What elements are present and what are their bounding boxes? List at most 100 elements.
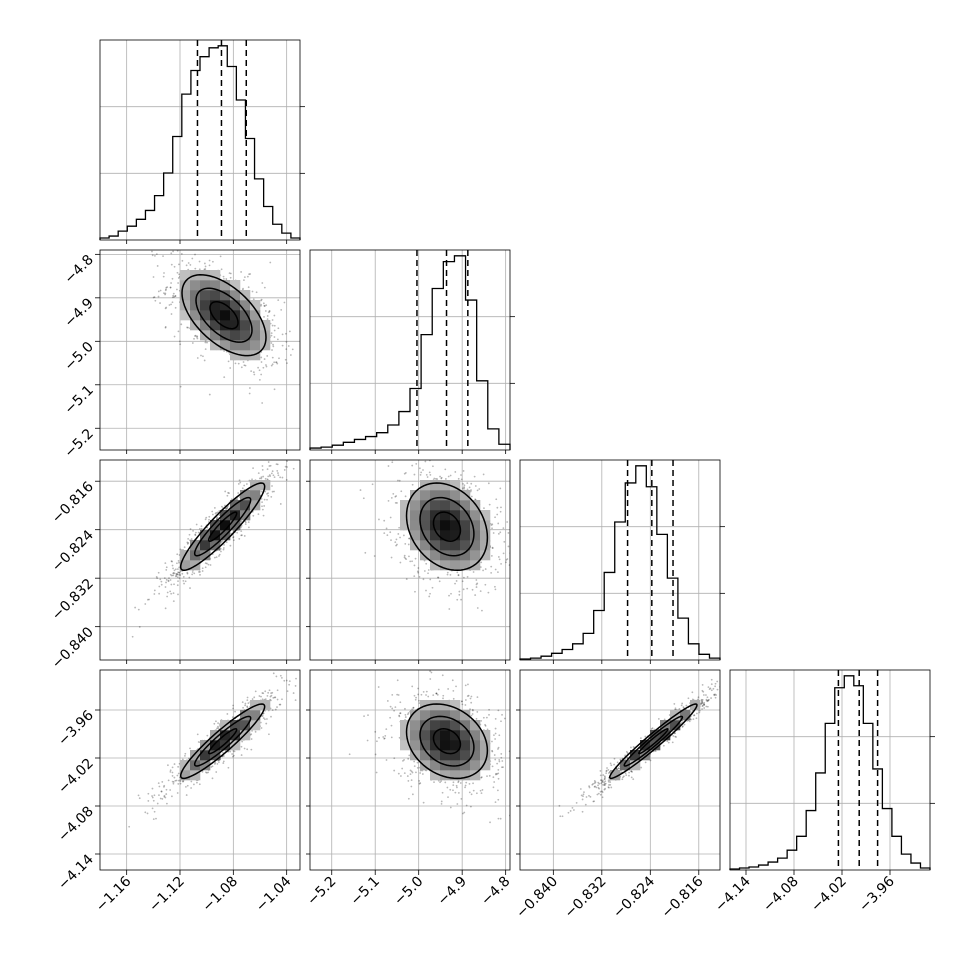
scatter-point bbox=[284, 332, 287, 335]
scatter-point bbox=[493, 734, 495, 737]
scatter-point bbox=[260, 477, 263, 480]
scatter-point bbox=[172, 574, 175, 577]
scatter-point bbox=[307, 329, 309, 331]
scatter-point bbox=[197, 741, 200, 743]
scatter-point bbox=[425, 562, 428, 565]
density-cell bbox=[460, 740, 471, 751]
scatter-point bbox=[176, 288, 178, 291]
density-cell bbox=[240, 710, 251, 721]
density-cell bbox=[410, 530, 421, 541]
density-cell bbox=[450, 740, 461, 751]
scatter-point bbox=[444, 781, 447, 784]
scatter-point bbox=[196, 733, 199, 736]
scatter-point bbox=[457, 574, 460, 576]
scatter-point bbox=[196, 335, 199, 338]
scatter-point bbox=[273, 329, 276, 332]
scatter-point bbox=[470, 489, 472, 491]
density-cell bbox=[430, 550, 441, 561]
scatter-point bbox=[151, 787, 154, 790]
scatter-point bbox=[240, 745, 243, 748]
scatter-point bbox=[152, 296, 155, 299]
scatter-point bbox=[419, 474, 422, 476]
scatter-point bbox=[378, 736, 380, 739]
scatter-point bbox=[174, 295, 177, 297]
scatter-point bbox=[513, 536, 515, 538]
density-cell bbox=[480, 530, 491, 541]
scatter-point bbox=[211, 510, 214, 513]
scatter-point bbox=[396, 543, 398, 546]
density-cell bbox=[410, 520, 421, 531]
density-cell bbox=[180, 290, 191, 301]
density-cell bbox=[450, 770, 461, 781]
scatter-point bbox=[268, 733, 270, 736]
panel-frame bbox=[99, 249, 301, 451]
scatter-point bbox=[396, 693, 399, 696]
scatter-point bbox=[171, 277, 174, 280]
scatter-point bbox=[415, 771, 417, 774]
scatter-point bbox=[164, 246, 166, 248]
scatter-point bbox=[399, 712, 401, 715]
scatter-point bbox=[272, 343, 274, 346]
scatter-point bbox=[273, 361, 276, 364]
scatter-point bbox=[216, 517, 218, 520]
scatter-point bbox=[263, 505, 266, 507]
scatter-point bbox=[174, 295, 177, 297]
scatter-point bbox=[223, 376, 226, 379]
scatter-point bbox=[154, 299, 157, 302]
scatter-point bbox=[507, 532, 510, 534]
scatter-point bbox=[163, 272, 165, 274]
scatter-point bbox=[216, 516, 218, 519]
scatter-point bbox=[395, 544, 397, 547]
panel-frame bbox=[99, 39, 301, 241]
scatter-point bbox=[377, 686, 380, 688]
scatter-point bbox=[144, 603, 147, 605]
density-cell bbox=[250, 350, 261, 361]
scatter-point bbox=[184, 754, 186, 757]
scatter-point bbox=[144, 811, 147, 814]
scatter-point bbox=[267, 691, 270, 694]
density-cell bbox=[450, 700, 461, 711]
scatter-point bbox=[470, 701, 473, 704]
scatter-point bbox=[267, 492, 269, 495]
scatter-point bbox=[429, 670, 432, 673]
scatter-point bbox=[442, 666, 444, 668]
scatter-point bbox=[174, 779, 177, 782]
scatter-point bbox=[169, 590, 172, 593]
scatter-point bbox=[263, 315, 265, 318]
scatter-point bbox=[172, 567, 174, 570]
scatter-point bbox=[493, 781, 496, 783]
scatter-point bbox=[220, 550, 222, 553]
scatter-point bbox=[494, 727, 497, 730]
scatter-point bbox=[147, 800, 150, 802]
scatter-point bbox=[218, 553, 221, 556]
scatter-point bbox=[435, 692, 438, 695]
panel-frame bbox=[309, 249, 511, 451]
scatter-point bbox=[295, 677, 297, 680]
scatter-point bbox=[241, 487, 244, 490]
scatter-point bbox=[495, 772, 497, 775]
scatter-point bbox=[254, 690, 257, 693]
scatter-point bbox=[376, 740, 378, 743]
scatter-point bbox=[497, 777, 500, 780]
density-cell bbox=[260, 320, 271, 331]
density-cell bbox=[210, 520, 221, 531]
scatter-point bbox=[407, 797, 410, 800]
scatter-point bbox=[230, 498, 233, 501]
density-cell bbox=[250, 300, 261, 311]
scatter-point bbox=[484, 724, 487, 727]
density-cell bbox=[200, 550, 211, 561]
scatter-point bbox=[260, 299, 262, 302]
scatter-point bbox=[460, 798, 463, 800]
scatter-point bbox=[246, 705, 249, 708]
scatter-point bbox=[271, 356, 274, 359]
scatter-point bbox=[208, 518, 210, 521]
scatter-point bbox=[404, 716, 407, 718]
scatter-point bbox=[171, 771, 174, 774]
scatter-point bbox=[480, 719, 483, 722]
scatter-point bbox=[472, 782, 474, 785]
scatter-point bbox=[232, 539, 235, 542]
scatter-point bbox=[479, 789, 482, 792]
scatter-point bbox=[153, 296, 156, 298]
scatter-point bbox=[266, 468, 269, 471]
density-cell bbox=[430, 710, 441, 721]
